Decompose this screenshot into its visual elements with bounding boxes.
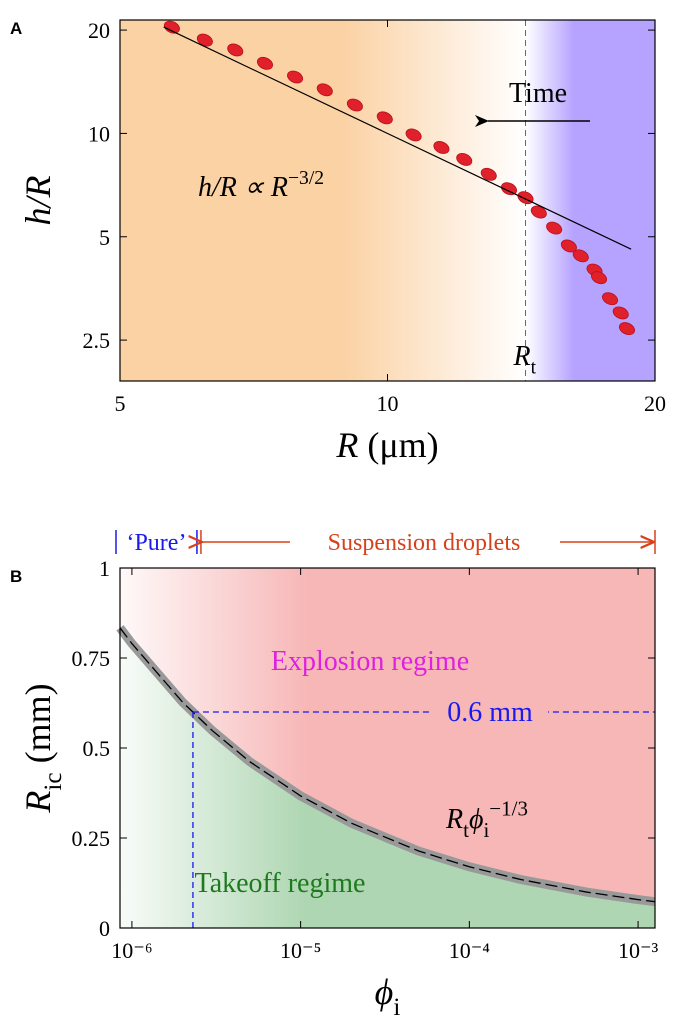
text-part: t xyxy=(531,357,537,378)
y-tick-label: 0.75 xyxy=(72,646,111,671)
data-point xyxy=(560,239,577,253)
x-tick-label: 10⁻⁶ xyxy=(111,938,152,963)
text-part: (μm) xyxy=(358,425,438,465)
x-tick-label: 10⁻⁵ xyxy=(280,938,321,963)
data-point xyxy=(456,152,473,166)
x-axis-label: ϕi xyxy=(375,972,401,1018)
data-point xyxy=(591,271,608,285)
label-backdrop xyxy=(432,698,548,726)
data-point xyxy=(376,111,393,125)
text-part: ic xyxy=(40,772,67,790)
y-tick-label: 5 xyxy=(99,225,110,250)
data-point xyxy=(480,167,497,181)
panel-label: A xyxy=(10,19,22,38)
fade-overlay xyxy=(120,568,655,928)
text-part: h/R ∝ R xyxy=(198,172,288,203)
data-point xyxy=(433,141,450,154)
text-part: h/R xyxy=(18,175,58,225)
text-part: i xyxy=(483,818,489,842)
y-axis-label: h/R xyxy=(18,175,58,225)
pure-label: ‘Pure’ xyxy=(126,530,186,556)
background xyxy=(120,20,655,381)
upper-label: Explosion regime xyxy=(271,646,469,677)
scaling-annotation: h/R ∝ R−3/2 xyxy=(198,168,324,203)
panel-label: B xyxy=(10,567,22,586)
text-part: R xyxy=(445,804,463,835)
data-point xyxy=(405,128,422,142)
data-point xyxy=(316,83,333,97)
data-point xyxy=(602,292,619,306)
text-part: ϕ xyxy=(375,972,394,1012)
lower-label: Takeoff regime xyxy=(195,868,366,899)
curve xyxy=(119,627,656,903)
data-point xyxy=(163,20,180,34)
text-part: R xyxy=(513,341,531,372)
data-point xyxy=(618,322,636,336)
x-tick-label: 10 xyxy=(377,391,399,416)
text-part: R xyxy=(18,791,58,814)
y-tick-label: 0.25 xyxy=(72,826,111,851)
text-part: t xyxy=(463,818,469,842)
data-point xyxy=(500,182,518,196)
text-part: R xyxy=(335,425,358,465)
data-point xyxy=(572,249,589,263)
x-axis-label: R (μm) xyxy=(335,425,438,465)
scaling-annotation: Rtϕi−1/3 xyxy=(445,796,528,842)
y-tick-label: 2.5 xyxy=(83,328,111,353)
data-point xyxy=(612,306,629,320)
data-point xyxy=(346,98,363,112)
data-point xyxy=(287,70,304,84)
x-tick-label: 10⁻⁴ xyxy=(449,938,491,963)
y-tick-label: 20 xyxy=(88,18,110,43)
rt-label: Rt xyxy=(513,341,537,378)
time-label: Time xyxy=(509,78,567,109)
fit-line xyxy=(163,26,632,250)
y-tick-label: 0.5 xyxy=(83,736,111,761)
data-point xyxy=(546,221,563,235)
text-part: −3/2 xyxy=(288,168,324,189)
suspension-label: Suspension droplets xyxy=(328,530,521,556)
y-tick-label: 0 xyxy=(99,916,110,941)
y-tick-label: 10 xyxy=(88,121,110,146)
x-tick-label: 20 xyxy=(644,391,666,416)
y-tick-label: 1 xyxy=(99,556,110,581)
text-part: ϕ xyxy=(469,804,484,835)
text-part: −1/3 xyxy=(489,796,528,820)
x-tick-label: 10⁻³ xyxy=(618,938,659,963)
x-tick-label: 5 xyxy=(115,391,126,416)
threshold-label: 0.6 mm xyxy=(447,697,533,728)
data-point xyxy=(227,43,244,57)
text-part: (mm) xyxy=(18,683,58,772)
data-point xyxy=(256,56,274,70)
text-part: i xyxy=(393,994,400,1018)
y-axis-label: Ric (mm) xyxy=(18,683,67,813)
